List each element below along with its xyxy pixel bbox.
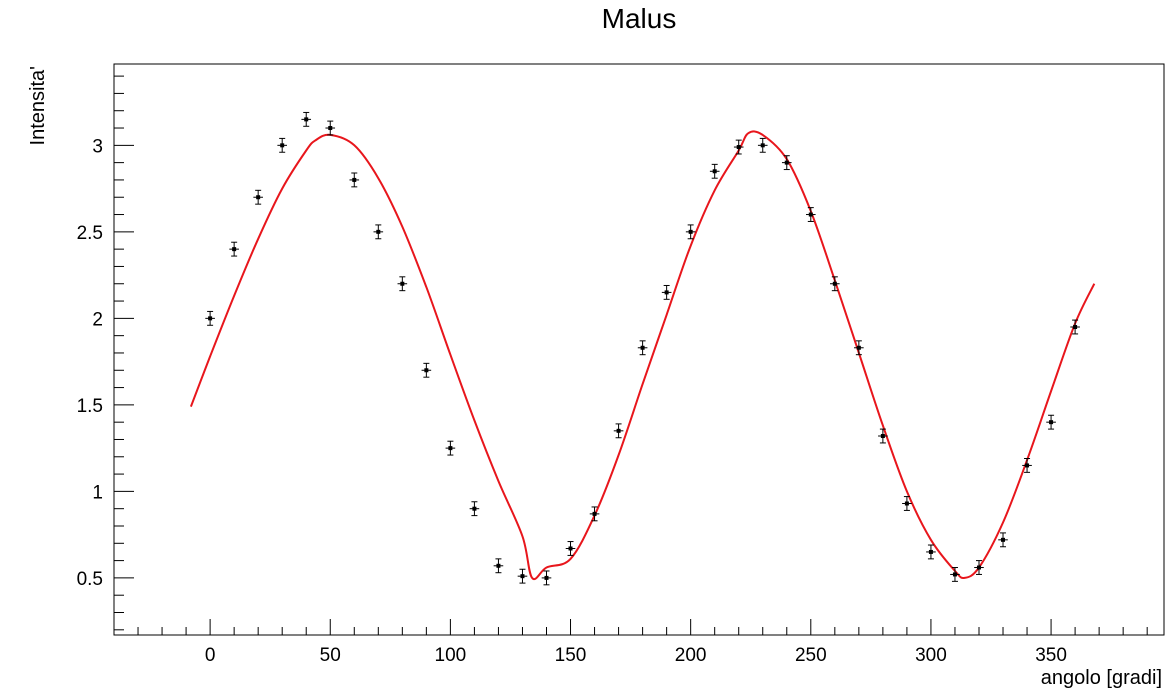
- data-point: [469, 501, 480, 517]
- y-tick-label: 1: [92, 482, 103, 503]
- point-marker: [352, 177, 357, 182]
- y-tick-label: 2: [92, 309, 103, 330]
- y-tick-label: 0.5: [77, 569, 103, 590]
- point-marker: [712, 169, 717, 174]
- data-point: [205, 310, 215, 326]
- data-points-group: [205, 111, 1080, 586]
- point-marker: [304, 117, 309, 122]
- data-point: [926, 544, 936, 560]
- data-point: [373, 224, 384, 240]
- y-tick-label: 1.5: [77, 396, 103, 417]
- point-marker: [1025, 463, 1030, 468]
- data-point: [517, 568, 528, 584]
- data-point: [349, 172, 360, 188]
- y-tick-label: 2.5: [77, 223, 103, 244]
- point-marker: [952, 572, 957, 577]
- point-marker: [424, 368, 429, 373]
- x-tick-label: 350: [1035, 645, 1067, 666]
- axis-ticks: [114, 75, 1148, 635]
- data-point: [613, 423, 624, 439]
- point-marker: [1001, 537, 1006, 542]
- data-point: [709, 163, 720, 179]
- x-tick-label: 200: [675, 645, 707, 666]
- point-marker: [736, 145, 741, 150]
- data-point: [253, 189, 263, 205]
- point-marker: [400, 281, 405, 286]
- data-point: [854, 340, 864, 356]
- data-point: [902, 496, 912, 511]
- data-point: [637, 340, 648, 356]
- data-point: [493, 558, 504, 574]
- data-point: [397, 276, 408, 292]
- data-point: [830, 276, 840, 292]
- point-marker: [376, 229, 381, 234]
- point-marker: [568, 546, 573, 551]
- point-marker: [616, 428, 621, 433]
- data-point: [229, 241, 239, 257]
- point-marker: [544, 575, 549, 580]
- data-point: [805, 207, 816, 222]
- point-marker: [928, 549, 933, 554]
- data-point: [541, 570, 552, 586]
- data-point: [757, 137, 768, 153]
- point-marker: [256, 195, 261, 200]
- plot-frame: [113, 63, 1165, 636]
- data-point: [878, 428, 888, 444]
- data-point: [421, 362, 432, 378]
- point-marker: [448, 446, 453, 451]
- point-marker: [640, 345, 645, 350]
- chart-title: Malus: [602, 3, 677, 34]
- point-marker: [592, 511, 597, 516]
- point-marker: [232, 247, 237, 252]
- point-marker: [520, 574, 525, 579]
- data-point: [1070, 319, 1080, 335]
- data-point: [589, 506, 600, 522]
- point-marker: [472, 506, 477, 511]
- data-point: [781, 155, 792, 171]
- point-marker: [1073, 325, 1078, 330]
- data-point: [1022, 458, 1032, 473]
- point-marker: [1049, 420, 1054, 425]
- y-axis-title: Intensita': [27, 66, 49, 145]
- point-marker: [856, 345, 861, 350]
- data-point: [565, 541, 576, 556]
- x-tick-label: 50: [320, 645, 341, 666]
- x-tick-label: 0: [205, 645, 216, 666]
- point-marker: [808, 212, 813, 217]
- point-marker: [904, 501, 909, 506]
- point-marker: [280, 143, 285, 148]
- point-marker: [208, 316, 213, 321]
- data-point: [974, 560, 984, 575]
- point-marker: [688, 229, 693, 234]
- x-tick-label: 150: [555, 645, 587, 666]
- x-axis-title: angolo [gradi]: [1041, 667, 1162, 689]
- data-point: [685, 224, 696, 240]
- data-point: [325, 120, 336, 136]
- data-point: [998, 532, 1008, 548]
- point-marker: [976, 565, 981, 570]
- x-tick-label: 250: [795, 645, 827, 666]
- data-point: [1046, 414, 1056, 430]
- data-point: [301, 111, 312, 127]
- tick-labels: 0 50 100 150 200 250 300 350 0.5 1 1.5 2 2.5 3: [77, 136, 1067, 666]
- data-point: [950, 567, 960, 582]
- point-marker: [880, 434, 885, 439]
- data-point: [661, 284, 672, 300]
- y-tick-label: 3: [92, 136, 103, 157]
- point-marker: [760, 143, 765, 148]
- point-marker: [496, 563, 501, 568]
- point-marker: [328, 126, 333, 131]
- point-marker: [664, 290, 669, 295]
- point-marker: [832, 281, 837, 286]
- point-marker: [784, 160, 789, 165]
- x-tick-label: 100: [435, 645, 467, 666]
- data-point: [733, 139, 744, 155]
- data-point: [445, 440, 456, 456]
- data-point: [277, 137, 287, 153]
- x-tick-label: 300: [915, 645, 947, 666]
